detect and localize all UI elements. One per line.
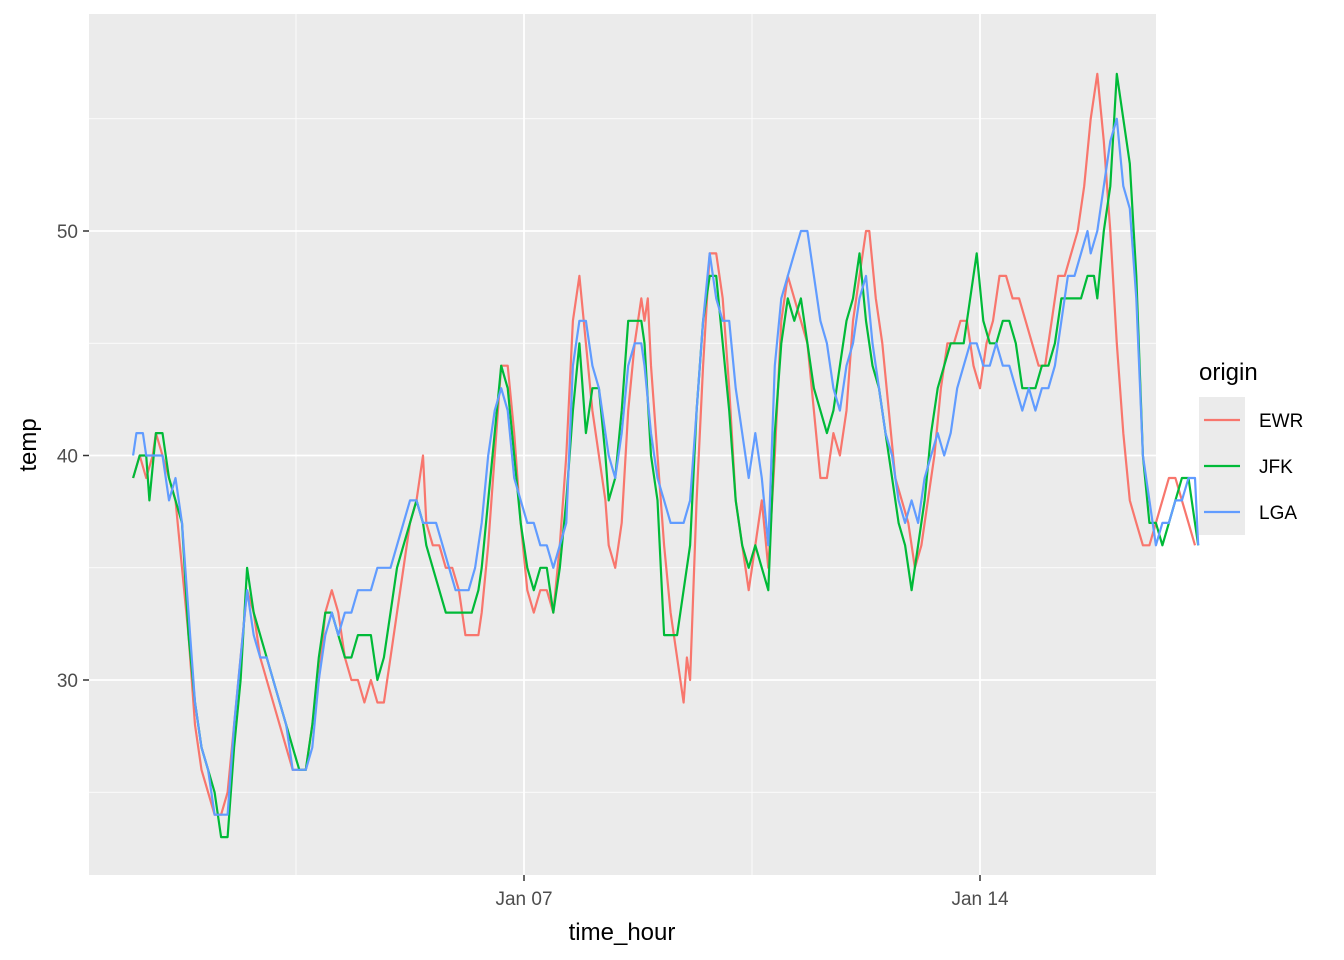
plot-panel	[89, 14, 1156, 875]
x-axis-title: time_hour	[569, 919, 676, 946]
x-axis: Jan 07 Jan 14	[495, 875, 1009, 910]
series-line-lga	[132, 117, 1200, 816]
x-tick-label: Jan 07	[495, 889, 552, 910]
legend-label-ewr: EWR	[1259, 411, 1303, 432]
y-tick-label: 50	[57, 222, 78, 243]
y-tick-label: 40	[57, 447, 78, 468]
y-tick-label: 30	[57, 671, 78, 692]
legend: origin EWR JFK LGA	[1199, 359, 1303, 535]
series-line-jfk	[132, 72, 1200, 839]
y-axis: 30 40 50	[57, 222, 89, 692]
series-lines	[132, 72, 1200, 839]
legend-label-lga: LGA	[1259, 503, 1297, 524]
legend-title: origin	[1199, 359, 1258, 386]
y-axis-title: temp	[15, 418, 42, 471]
legend-label-jfk: JFK	[1259, 457, 1293, 478]
x-tick-label: Jan 14	[951, 889, 1008, 910]
